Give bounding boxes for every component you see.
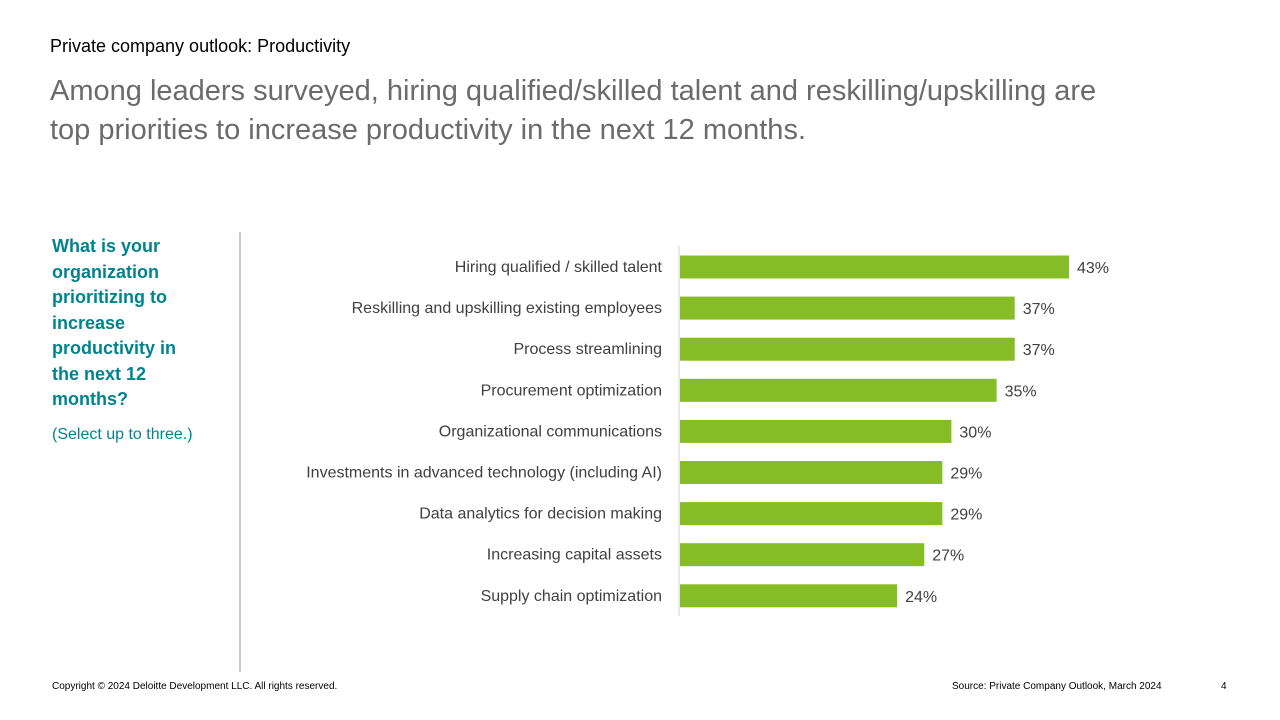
- bar: [680, 584, 898, 608]
- category-label: Procurement optimization: [481, 382, 662, 399]
- eyebrow-title: Private company outlook: Productivity: [50, 36, 351, 56]
- select-note: (Select up to three.): [52, 426, 193, 443]
- source-text: Source: Private Company Outlook, March 2…: [952, 681, 1162, 692]
- category-label: Investments in advanced technology (incl…: [306, 465, 662, 482]
- category-label: Data analytics for decision making: [419, 506, 662, 523]
- data-label: 43%: [1077, 260, 1109, 277]
- category-label: Hiring qualified / skilled talent: [455, 259, 663, 276]
- data-label: 37%: [1023, 342, 1055, 359]
- data-label: 29%: [950, 466, 982, 483]
- data-label: 35%: [1005, 383, 1037, 400]
- sidebar-divider: [239, 232, 241, 672]
- category-label: Supply chain optimization: [481, 588, 662, 605]
- bar: [680, 296, 1015, 320]
- bar: [680, 255, 1069, 279]
- data-label: 24%: [905, 589, 937, 606]
- category-label: Process streamlining: [514, 341, 663, 358]
- bar: [680, 543, 925, 567]
- bar: [680, 461, 943, 484]
- page-number: 4: [1221, 681, 1227, 692]
- copyright-text: Copyright © 2024 Deloitte Development LL…: [52, 681, 338, 692]
- data-label: 30%: [959, 424, 991, 441]
- bar: [680, 419, 952, 443]
- category-label: Organizational communications: [439, 423, 662, 440]
- survey-question: What is your organization prioritizing t…: [52, 236, 177, 409]
- bar: [680, 378, 997, 402]
- category-label: Increasing capital assets: [487, 547, 662, 564]
- data-label: 29%: [950, 507, 982, 524]
- data-label: 27%: [932, 548, 964, 565]
- category-label: Reskilling and upskilling existing emplo…: [352, 300, 662, 317]
- page-headline: Among leaders surveyed, hiring qualified…: [50, 75, 1097, 146]
- data-label: 37%: [1023, 301, 1055, 318]
- bar: [680, 502, 943, 526]
- bar: [680, 337, 1015, 361]
